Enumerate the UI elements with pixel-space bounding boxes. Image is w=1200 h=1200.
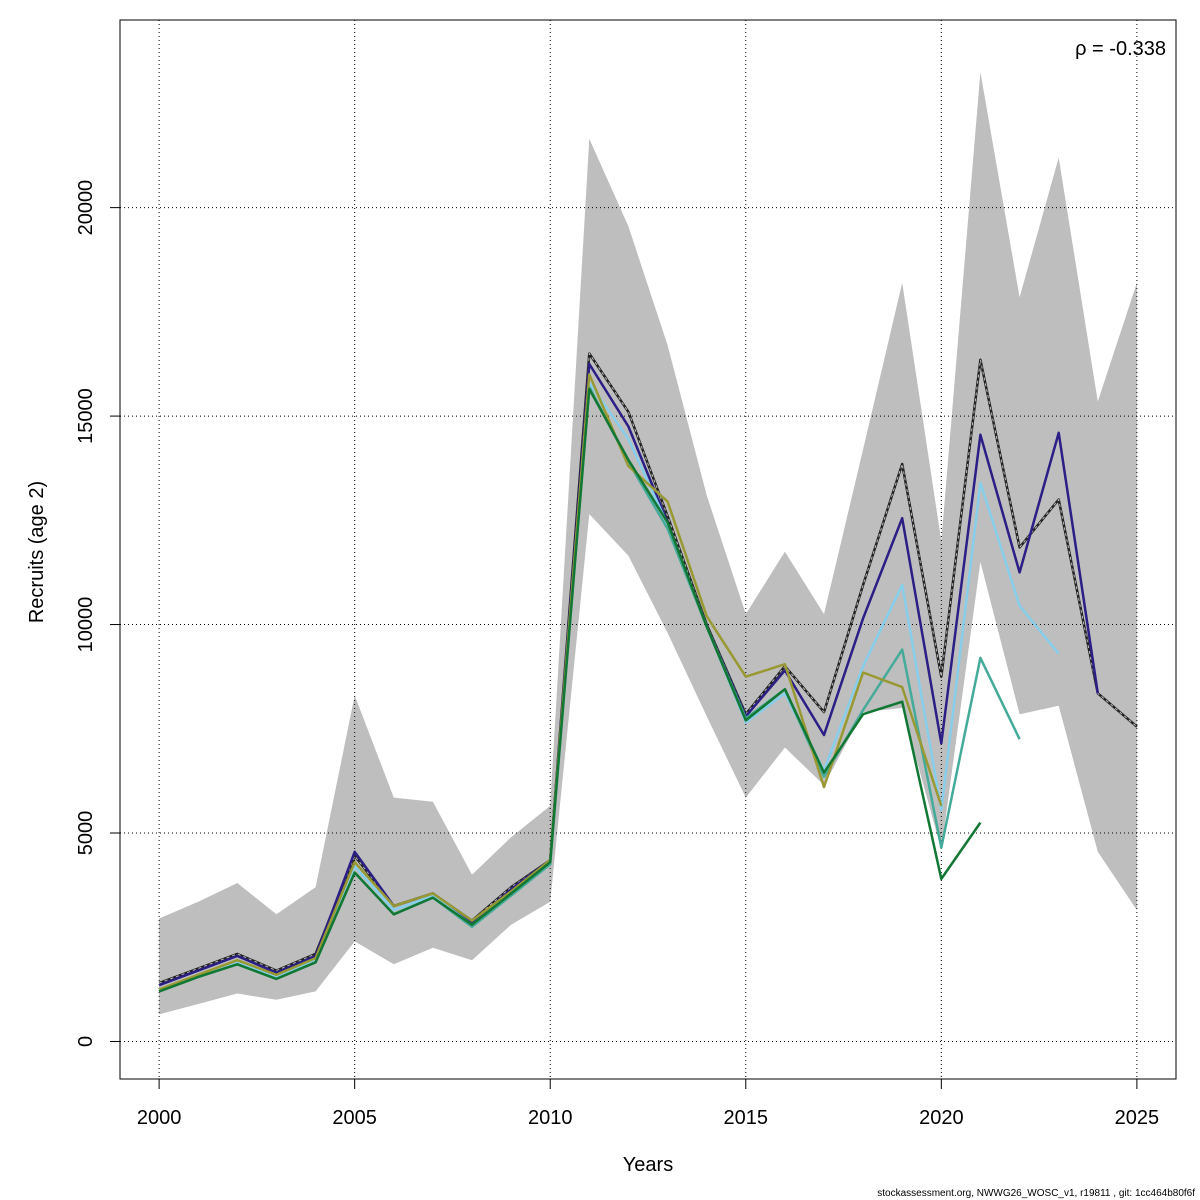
y-tick-label: 5000 [75, 811, 97, 856]
x-axis-title: Years [623, 1154, 673, 1176]
x-tick-label: 2000 [137, 1107, 182, 1129]
y-tick-label: 15000 [75, 388, 97, 444]
x-axis: 2000 2005 2010 2015 2020 2025 [137, 1078, 1160, 1129]
y-tick-label: 10000 [75, 597, 97, 653]
y-axis: 0 5000 10000 15000 20000 [75, 180, 121, 1047]
x-tick-label: 2025 [1115, 1107, 1160, 1129]
x-tick-label: 2020 [919, 1107, 964, 1129]
x-tick-label: 2010 [528, 1107, 573, 1129]
footer-credit: stockassessment.org, NWWG26_WOSC_v1, r19… [877, 1188, 1195, 1199]
x-tick-label: 2015 [724, 1107, 769, 1129]
confidence-band [159, 72, 1137, 1015]
series-layer [158, 352, 1138, 993]
correlation-annotation: ρ = -0.338 [1075, 38, 1166, 60]
confidence-band-layer [159, 72, 1137, 1015]
grid-layer [120, 20, 1176, 1079]
x-tick-label: 2005 [332, 1107, 377, 1129]
y-axis-title: Recruits (age 2) [26, 481, 48, 623]
y-tick-label: 0 [75, 1036, 97, 1047]
series-line-2 [158, 381, 1060, 991]
y-tick-label: 20000 [75, 180, 97, 236]
series-line-5 [158, 387, 982, 993]
